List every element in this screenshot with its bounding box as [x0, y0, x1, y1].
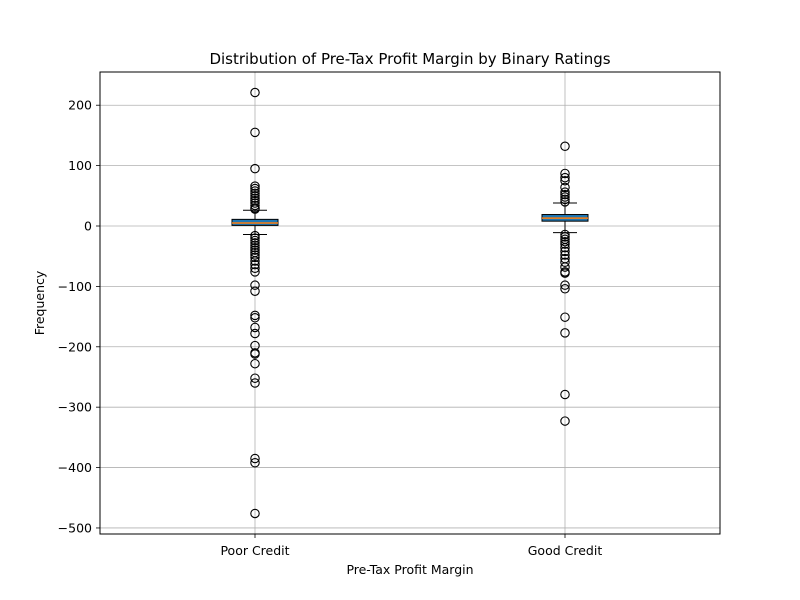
outlier-point	[560, 284, 570, 294]
outlier-point	[560, 257, 570, 267]
outlier-point	[560, 229, 570, 240]
y-tick-label: −100	[58, 279, 92, 294]
outlier-point	[250, 242, 260, 253]
outlier-point	[560, 246, 570, 257]
outlier-point	[250, 358, 260, 369]
y-tick-label: 100	[68, 158, 92, 173]
outlier-point	[560, 189, 570, 200]
outlier-point	[250, 457, 260, 468]
outlier-point	[560, 192, 570, 202]
outlier-point	[560, 141, 570, 152]
outlier-point	[560, 197, 570, 207]
outlier-point	[250, 186, 260, 196]
box-poor-credit	[231, 87, 279, 519]
outlier-point	[250, 183, 260, 194]
outlier-point	[250, 204, 260, 214]
outlier-point	[250, 191, 260, 201]
y-tick-label: −400	[58, 460, 92, 475]
outlier-point	[250, 373, 260, 383]
outlier-point	[250, 87, 260, 98]
outlier-point	[560, 187, 570, 197]
outlier-point	[560, 280, 570, 290]
x-tick-label: Poor Credit	[220, 543, 289, 558]
plot-layer	[231, 87, 589, 519]
outlier-point	[560, 262, 570, 272]
outlier-point	[250, 198, 260, 208]
x-axis-label: Pre-Tax Profit Margin	[346, 562, 473, 577]
y-tick-label: 200	[68, 98, 92, 113]
y-tick-label: 0	[84, 219, 92, 234]
outlier-point	[250, 181, 260, 191]
axis-layer: 200 100 0 −100 −200 −300 −400 −500 Poor Credit Go…	[58, 98, 603, 558]
outlier-point	[250, 453, 260, 464]
outlier-point	[250, 263, 260, 274]
outlier-point	[560, 232, 570, 242]
outlier-point	[250, 322, 260, 333]
outlier-point	[250, 127, 260, 138]
outlier-point	[560, 194, 570, 205]
y-tick-label: −200	[58, 339, 92, 354]
outlier-point	[250, 252, 260, 263]
outlier-point	[560, 182, 570, 193]
outlier-point	[560, 175, 570, 186]
outlier-point	[250, 313, 260, 323]
outlier-point	[250, 240, 260, 251]
outlier-point	[250, 508, 260, 519]
y-axis-label: Frequency	[32, 270, 47, 335]
x-tick-label: Good Credit	[528, 543, 603, 558]
outlier-point	[560, 268, 570, 278]
outlier-point	[250, 259, 260, 270]
outlier-point	[560, 242, 570, 253]
outlier-point	[250, 188, 260, 199]
outlier-point	[250, 267, 260, 277]
y-tick-label: −300	[58, 400, 92, 415]
outlier-point	[250, 378, 260, 388]
outlier-point	[250, 230, 260, 241]
outlier-point	[250, 250, 260, 260]
outlier-point	[560, 312, 570, 322]
box-good-credit	[541, 141, 589, 426]
outlier-point	[250, 193, 260, 203]
outlier-point	[250, 200, 260, 211]
outlier-point	[250, 235, 260, 246]
outlier-point	[250, 233, 260, 243]
outlier-point	[560, 328, 570, 338]
y-tick-label: −500	[58, 520, 92, 535]
outlier-point	[250, 163, 260, 174]
outlier-point	[250, 245, 260, 255]
outlier-point	[560, 172, 570, 183]
outlier-point	[250, 280, 260, 290]
outlier-point	[560, 239, 570, 249]
outlier-point	[250, 286, 260, 296]
outlier-point	[560, 416, 570, 426]
grid-layer	[100, 72, 720, 534]
outlier-point	[250, 238, 260, 248]
outlier-point	[250, 256, 260, 266]
outlier-point	[560, 168, 570, 179]
outlier-point	[250, 310, 260, 321]
outlier-point	[250, 349, 260, 359]
chart-title: Distribution of Pre-Tax Profit Margin by…	[209, 50, 610, 68]
outlier-point	[560, 389, 570, 400]
outlier-point	[560, 250, 570, 260]
outlier-point	[250, 328, 260, 339]
outlier-point	[560, 236, 570, 247]
plot-frame	[99, 71, 721, 535]
